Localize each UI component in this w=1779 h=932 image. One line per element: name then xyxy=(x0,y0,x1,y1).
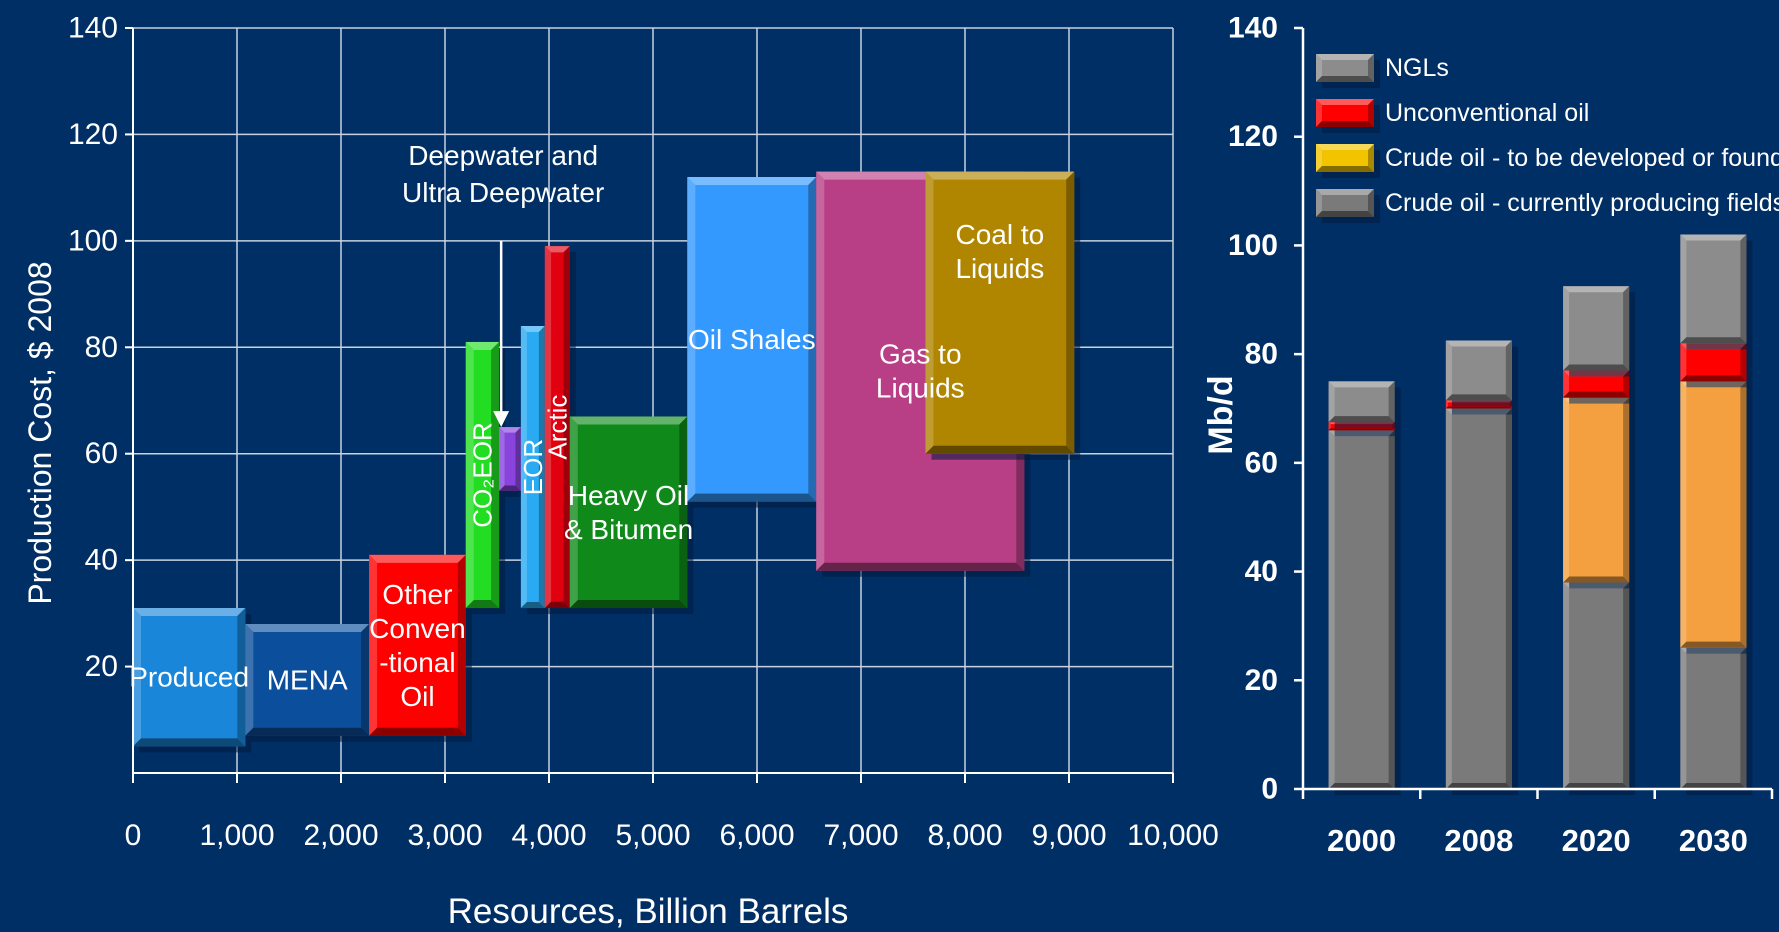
x-tick-label: 2008 xyxy=(1444,823,1513,858)
grid xyxy=(133,27,1174,773)
block-label-gas-to-liquids: Gas to xyxy=(879,339,961,370)
x-tick-label: 2,000 xyxy=(303,819,378,852)
y-tick-label: 120 xyxy=(1228,120,1278,153)
bar-2008-crude-oil-currently-producing-fields xyxy=(1445,408,1518,795)
x-tick-label: 0 xyxy=(125,819,142,852)
block-label-co-eor: CO₂EOR xyxy=(467,422,497,527)
legend-label-unconventional-oil: Unconventional oil xyxy=(1385,99,1589,127)
block-label-eor: EOR xyxy=(518,439,548,495)
tick-labels: 0 1,000 2,000 3,000 4,000 5,000 6,000 7,000 8,00… xyxy=(68,12,1219,853)
y-tick-label: 100 xyxy=(68,224,118,257)
block-label-coal-to-liquids: Coal to xyxy=(955,219,1044,250)
block-oil-shales xyxy=(687,177,823,508)
legend-label-crude-oil-to-be-developed-or-found: Crude oil - to be developed or found xyxy=(1385,144,1779,172)
block-heavy-oil-bitumen xyxy=(569,416,694,615)
y-tick-label: 100 xyxy=(1228,229,1278,262)
annotation-arrowhead xyxy=(493,411,510,428)
x-tick-label: 5,000 xyxy=(615,819,690,852)
block-label-heavy-oil-bitumen: & Bitumen xyxy=(564,514,693,545)
y-tick-label: 0 xyxy=(1261,773,1278,806)
legend-swatch-crude-oil-to-be-developed-or-found xyxy=(1316,144,1380,178)
y-tick-label: 20 xyxy=(85,650,118,683)
annotation-text: Deepwater and xyxy=(408,140,598,171)
block-label-oil-shales: Oil Shales xyxy=(688,324,816,355)
x-tick-label: 7,000 xyxy=(823,819,898,852)
bar-2000-ngls xyxy=(1328,381,1401,429)
legend-swatch-unconventional-oil xyxy=(1316,99,1380,133)
tick-labels: 0 20 40 60 80 100 120 140 2000 2008 2020 2030 xyxy=(1228,12,1748,859)
deepwater-annotation: Deepwater and Ultra Deepwater xyxy=(402,140,604,428)
x-tick-label: 8,000 xyxy=(927,819,1002,852)
y-tick-label: 140 xyxy=(68,12,118,45)
legend-label-ngls: NGLs xyxy=(1385,54,1449,82)
legend: NGLs Unconventional oil Crude oil - to be … xyxy=(1305,40,1779,225)
y-tick-label: 80 xyxy=(85,331,118,364)
x-tick-label: 2000 xyxy=(1327,823,1396,858)
y-tick-label: 40 xyxy=(1245,555,1278,588)
y-tick-label: 60 xyxy=(1245,446,1278,479)
bar-2020-crude-oil-to-be-developed-or-found xyxy=(1563,397,1636,589)
y-axis-label: Production Cost, $ 2008 xyxy=(22,261,58,604)
legend-swatch-crude-oil-currently-producing-fields xyxy=(1316,189,1380,223)
x-tick-label: 1,000 xyxy=(199,819,274,852)
y-tick-label: 40 xyxy=(85,544,118,577)
x-tick-label: 6,000 xyxy=(719,819,794,852)
bar-2030-crude-oil-to-be-developed-or-found xyxy=(1680,381,1753,654)
axes xyxy=(1294,26,1774,799)
x-axis-label: Resources, Billion Barrels xyxy=(448,892,849,931)
bar-2030-crude-oil-currently-producing-fields xyxy=(1680,647,1753,795)
legend-swatch-ngls xyxy=(1316,54,1380,88)
legend-label-crude-oil-currently-producing-fields: Crude oil - currently producing fields xyxy=(1385,189,1779,217)
x-tick-label: 2030 xyxy=(1679,823,1748,858)
bar-2030-ngls xyxy=(1680,234,1753,350)
block-coal-to-liquids xyxy=(925,171,1081,460)
x-tick-label: 4,000 xyxy=(511,819,586,852)
block-label-other-conven-tional-oil: Oil xyxy=(400,681,434,712)
legend-background xyxy=(1305,40,1775,225)
y-tick-label: 60 xyxy=(85,437,118,470)
x-tick-label: 2020 xyxy=(1562,823,1631,858)
bar-2020-crude-oil-currently-producing-fields xyxy=(1563,582,1636,795)
y-tick-label: 20 xyxy=(1245,664,1278,697)
y-tick-label: 120 xyxy=(68,118,118,151)
block-label-gas-to-liquids: Liquids xyxy=(876,373,965,404)
block-mena xyxy=(245,624,376,742)
block-label-other-conven-tional-oil: Other xyxy=(382,579,452,610)
x-tick-label: 9,000 xyxy=(1031,819,1106,852)
block-label-mena: MENA xyxy=(267,664,348,695)
block-label-heavy-oil-bitumen: Heavy Oil xyxy=(568,480,689,511)
stacked-bars xyxy=(1328,234,1753,795)
bar-2020-ngls xyxy=(1563,286,1636,377)
block-label-arctic: Arctic xyxy=(542,395,572,460)
axes xyxy=(125,27,1174,783)
block-label-other-conven-tional-oil: -tional xyxy=(379,647,455,678)
block-label-coal-to-liquids: Liquids xyxy=(955,253,1044,284)
block-other-conven-tional-oil xyxy=(369,554,472,742)
y-tick-label: 80 xyxy=(1245,338,1278,371)
x-tick-label: 3,000 xyxy=(407,819,482,852)
annotation-text: Ultra Deepwater xyxy=(402,177,604,208)
block-produced xyxy=(133,608,252,753)
bar-2030-unconventional-oil xyxy=(1680,343,1753,388)
bar-2000-crude-oil-currently-producing-fields xyxy=(1328,430,1401,795)
y-axis-label: Mb/d xyxy=(1202,375,1240,454)
block-label-other-conven-tional-oil: Conven xyxy=(369,613,466,644)
bar-2008-ngls xyxy=(1445,340,1518,407)
block-label-produced: Produced xyxy=(129,662,249,693)
y-tick-label: 140 xyxy=(1228,12,1278,45)
x-tick-label: 10,000 xyxy=(1127,819,1219,852)
